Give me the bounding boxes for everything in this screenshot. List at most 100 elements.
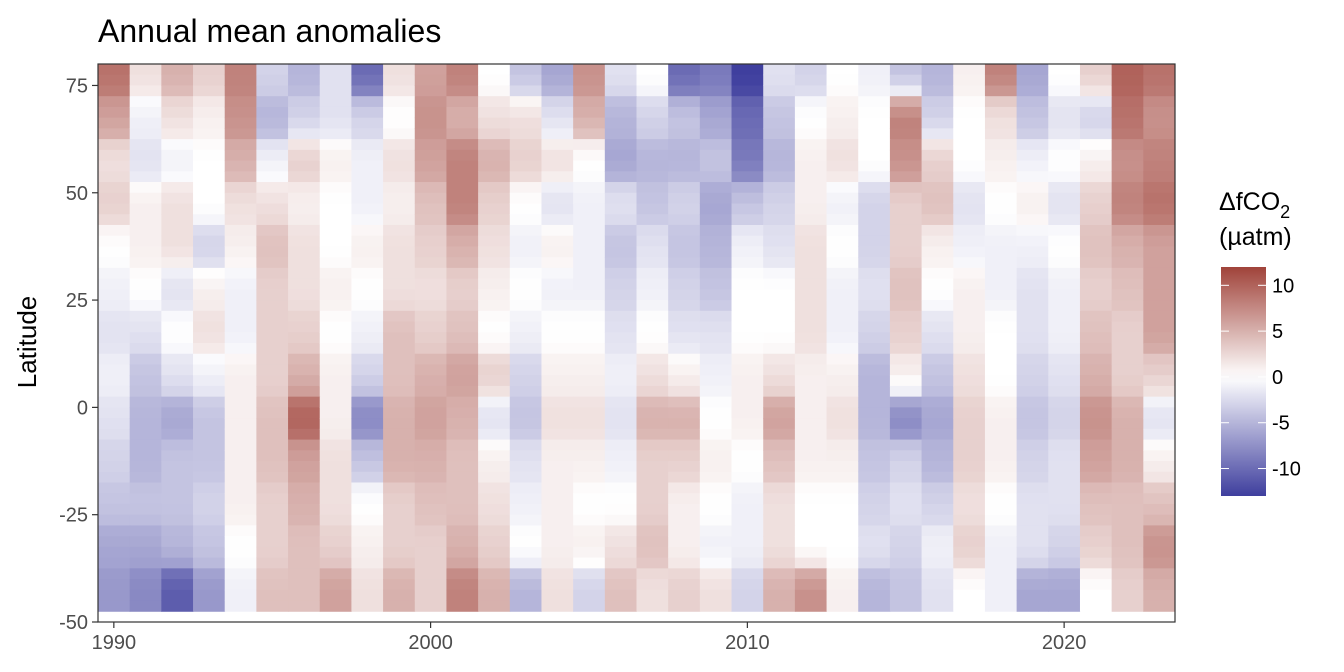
- heatmap-cell: [288, 224, 321, 237]
- heatmap-cell: [414, 514, 447, 526]
- heatmap-cell: [446, 149, 479, 162]
- heatmap-cell: [319, 332, 352, 344]
- heatmap-cell: [858, 514, 891, 526]
- heatmap-cell: [763, 439, 796, 451]
- heatmap-cell: [573, 375, 606, 387]
- heatmap-cell: [509, 600, 542, 612]
- heatmap-cell: [1143, 96, 1176, 108]
- heatmap-cell: [763, 461, 796, 473]
- heatmap-cell: [763, 589, 796, 602]
- heatmap-cell: [889, 160, 923, 172]
- heatmap-cell: [224, 64, 257, 76]
- heatmap-cell: [1016, 235, 1049, 247]
- heatmap-cell: [351, 396, 384, 408]
- heatmap-cell: [763, 117, 796, 129]
- heatmap-cell: [573, 353, 606, 365]
- heatmap-cell: [193, 149, 226, 162]
- heatmap-cell: [224, 171, 257, 183]
- heatmap-cell: [288, 171, 321, 183]
- heatmap-cell: [731, 461, 764, 473]
- heatmap-cell: [414, 139, 447, 151]
- heatmap-cell: [224, 385, 257, 398]
- heatmap-cell: [794, 600, 828, 612]
- heatmap-cell: [509, 289, 542, 301]
- heatmap-cell: [478, 278, 511, 290]
- heatmap-cell: [889, 514, 923, 526]
- heatmap-cell: [383, 128, 416, 140]
- heatmap-cell: [319, 353, 352, 365]
- heatmap-cell: [161, 139, 194, 151]
- heatmap-cell: [383, 503, 416, 516]
- heatmap-cell: [1016, 171, 1049, 183]
- heatmap-cell: [129, 450, 162, 462]
- colorbar-tick-label: 5: [1272, 321, 1283, 343]
- heatmap-cell: [1111, 300, 1144, 312]
- heatmap-cell: [98, 439, 131, 451]
- heatmap-cell: [161, 160, 194, 172]
- heatmap-cell: [1143, 439, 1176, 451]
- heatmap-cell: [826, 310, 859, 323]
- heatmap-cell: [288, 160, 321, 172]
- heatmap-cell: [478, 568, 511, 580]
- heatmap-cell: [446, 568, 479, 580]
- heatmap-cell: [889, 257, 923, 269]
- heatmap-cell: [668, 85, 701, 97]
- heatmap-cell: [193, 64, 226, 76]
- heatmap-cell: [889, 536, 923, 548]
- heatmap-cell: [541, 396, 574, 408]
- heatmap-cell: [161, 117, 194, 129]
- heatmap-cell: [763, 418, 796, 430]
- heatmap-cell: [224, 139, 257, 151]
- heatmap-cell: [351, 160, 384, 172]
- heatmap-cell: [699, 128, 733, 140]
- heatmap-cell: [794, 278, 828, 290]
- heatmap-cell: [826, 493, 859, 505]
- heatmap-cell: [1048, 396, 1081, 408]
- heatmap-cell: [414, 343, 447, 355]
- heatmap-cell: [288, 192, 321, 204]
- heatmap-cell: [1111, 568, 1144, 580]
- heatmap-cell: [731, 149, 764, 162]
- heatmap-cell: [668, 493, 701, 505]
- heatmap-cell: [383, 246, 416, 258]
- heatmap-cell: [699, 106, 733, 119]
- heatmap-cell: [509, 385, 542, 398]
- heatmap-cell: [1079, 600, 1113, 612]
- heatmap-cell: [1016, 321, 1049, 333]
- heatmap-cell: [319, 85, 352, 97]
- heatmap-cell: [509, 568, 542, 580]
- heatmap-cell: [826, 321, 859, 333]
- colorbar-tick-label: 0: [1272, 367, 1283, 389]
- heatmap-cell: [161, 106, 194, 119]
- heatmap-cell: [858, 310, 891, 323]
- heatmap-cell: [509, 106, 542, 119]
- heatmap-cell: [1048, 385, 1081, 398]
- heatmap-cell: [288, 300, 321, 312]
- heatmap-cell: [509, 64, 542, 76]
- heatmap-cell: [478, 182, 511, 194]
- heatmap-cell: [668, 364, 701, 376]
- heatmap-cell: [1016, 428, 1049, 441]
- heatmap-cell: [731, 96, 764, 108]
- heatmap-cell: [98, 568, 131, 580]
- heatmap-cell: [193, 439, 226, 451]
- heatmap-cell: [129, 106, 162, 119]
- heatmap-cell: [984, 471, 1018, 483]
- heatmap-cell: [1016, 589, 1049, 602]
- heatmap-cell: [826, 278, 859, 290]
- heatmap-cell: [1016, 546, 1049, 559]
- heatmap-cell: [573, 117, 606, 129]
- heatmap-cell: [1048, 568, 1081, 580]
- heatmap-cell: [984, 557, 1018, 569]
- heatmap-cell: [129, 74, 162, 86]
- heatmap-cell: [604, 246, 637, 258]
- heatmap-cell: [224, 364, 257, 376]
- heatmap-cell: [668, 589, 701, 602]
- heatmap-cell: [1143, 117, 1176, 129]
- heatmap-cell: [541, 343, 574, 355]
- heatmap-cell: [446, 557, 479, 569]
- heatmap-cell: [319, 149, 352, 162]
- heatmap-cell: [256, 139, 289, 151]
- heatmap-cell: [1111, 171, 1144, 183]
- heatmap-cell: [161, 149, 194, 162]
